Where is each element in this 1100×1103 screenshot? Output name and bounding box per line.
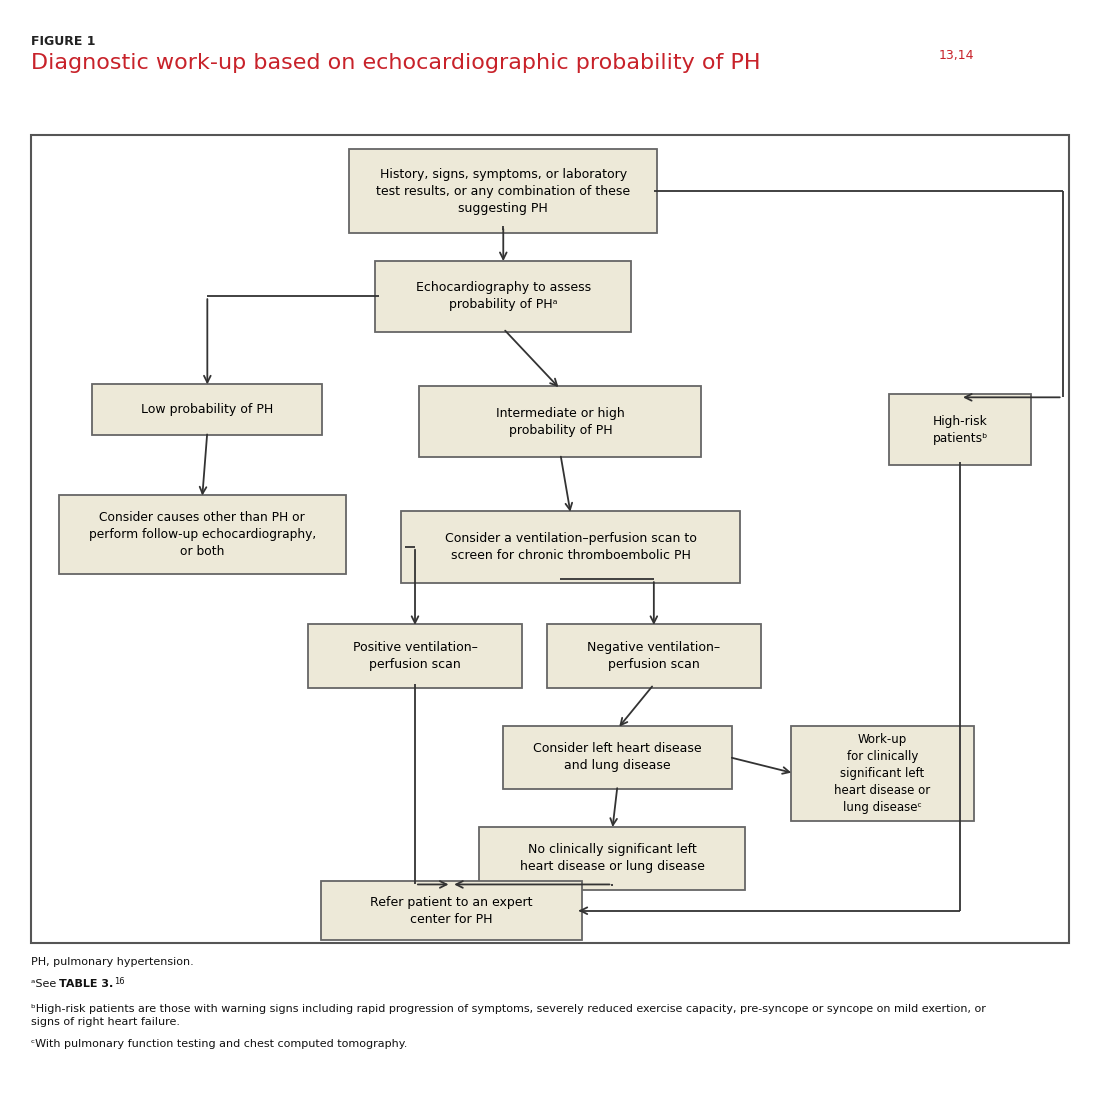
Text: FIGURE 1: FIGURE 1 (31, 35, 96, 49)
FancyBboxPatch shape (480, 826, 746, 890)
Text: Consider left heart disease
and lung disease: Consider left heart disease and lung dis… (534, 742, 702, 772)
Text: ᵇHigh-risk patients are those with warning signs including rapid progression of : ᵇHigh-risk patients are those with warni… (31, 1004, 986, 1027)
FancyBboxPatch shape (791, 726, 974, 821)
Text: Consider a ventilation–perfusion scan to
screen for chronic thromboembolic PH: Consider a ventilation–perfusion scan to… (444, 532, 696, 561)
FancyBboxPatch shape (92, 384, 322, 435)
FancyBboxPatch shape (547, 624, 761, 687)
FancyBboxPatch shape (890, 394, 1031, 465)
FancyBboxPatch shape (503, 726, 733, 789)
Text: No clinically significant left
heart disease or lung disease: No clinically significant left heart dis… (520, 843, 705, 874)
FancyBboxPatch shape (58, 495, 345, 575)
Text: 13,14: 13,14 (938, 49, 974, 62)
Text: Diagnostic work-up based on echocardiographic probability of PH: Diagnostic work-up based on echocardiogr… (31, 53, 760, 73)
Text: Consider causes other than PH or
perform follow-up echocardiography,
or both: Consider causes other than PH or perform… (88, 512, 316, 558)
Text: High-risk
patientsᵇ: High-risk patientsᵇ (933, 415, 988, 445)
FancyBboxPatch shape (308, 624, 522, 687)
FancyBboxPatch shape (419, 386, 702, 458)
Text: Intermediate or high
probability of PH: Intermediate or high probability of PH (496, 407, 625, 437)
Text: Work-up
for clinically
significant left
heart disease or
lung diseaseᶜ: Work-up for clinically significant left … (834, 732, 931, 814)
Text: Positive ventilation–
perfusion scan: Positive ventilation– perfusion scan (353, 641, 477, 671)
FancyBboxPatch shape (402, 512, 740, 582)
Text: ᶜWith pulmonary function testing and chest computed tomography.: ᶜWith pulmonary function testing and che… (31, 1039, 407, 1049)
Text: Echocardiography to assess
probability of PHᵃ: Echocardiography to assess probability o… (416, 281, 591, 311)
Text: ᵃSee: ᵃSee (31, 979, 59, 989)
Text: Refer patient to an expert
center for PH: Refer patient to an expert center for PH (370, 896, 532, 925)
Text: Negative ventilation–
perfusion scan: Negative ventilation– perfusion scan (587, 641, 720, 671)
Text: 16: 16 (114, 977, 125, 986)
FancyBboxPatch shape (321, 881, 582, 941)
Text: TABLE 3.: TABLE 3. (59, 979, 113, 989)
FancyBboxPatch shape (350, 149, 657, 233)
Text: History, signs, symptoms, or laboratory
test results, or any combination of thes: History, signs, symptoms, or laboratory … (376, 168, 630, 215)
FancyBboxPatch shape (375, 260, 631, 332)
FancyBboxPatch shape (31, 135, 1069, 943)
Text: Low probability of PH: Low probability of PH (141, 403, 274, 416)
Text: PH, pulmonary hypertension.: PH, pulmonary hypertension. (31, 957, 194, 967)
